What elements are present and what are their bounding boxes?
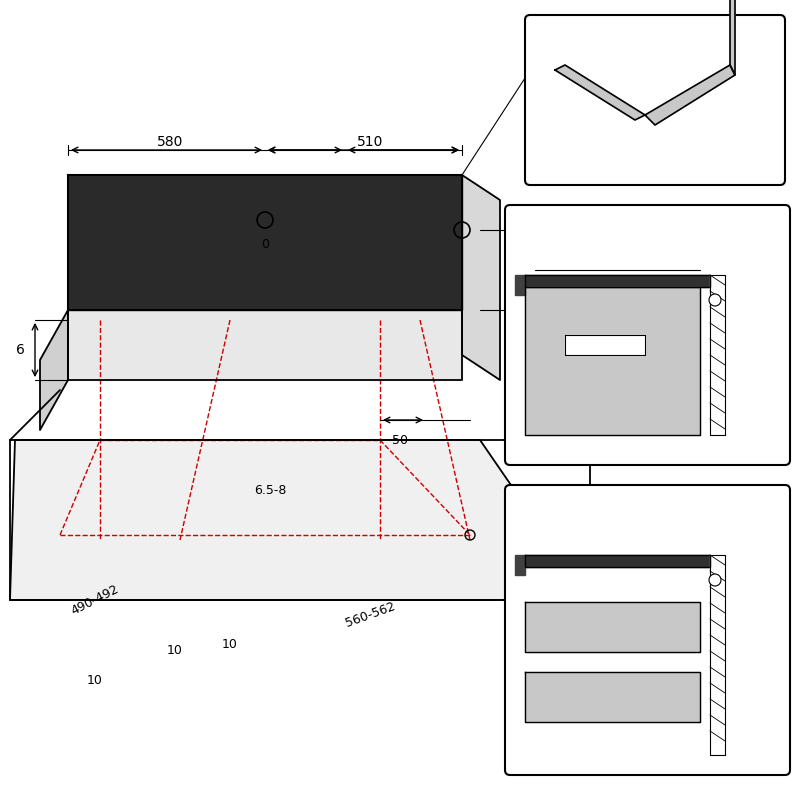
Text: 50: 50 (392, 434, 408, 446)
Polygon shape (730, 0, 735, 75)
Polygon shape (525, 672, 700, 722)
Polygon shape (462, 175, 500, 380)
Text: 490-492: 490-492 (69, 582, 121, 618)
FancyBboxPatch shape (505, 485, 790, 775)
Polygon shape (525, 602, 700, 652)
Text: 10: 10 (167, 643, 183, 657)
Polygon shape (68, 175, 462, 310)
Polygon shape (710, 555, 725, 755)
Polygon shape (525, 275, 710, 287)
Text: 0: 0 (731, 425, 738, 435)
Text: 0: 0 (717, 545, 723, 555)
Text: 100: 100 (518, 554, 542, 566)
Text: 560-562: 560-562 (343, 600, 397, 630)
Polygon shape (525, 555, 710, 567)
Polygon shape (525, 287, 700, 435)
Text: 510: 510 (357, 135, 383, 149)
Text: 10: 10 (87, 674, 103, 686)
Polygon shape (555, 65, 645, 120)
Text: 0: 0 (717, 265, 723, 275)
Polygon shape (710, 275, 725, 435)
Text: 42: 42 (516, 263, 534, 277)
Polygon shape (515, 555, 525, 575)
Polygon shape (645, 65, 735, 125)
FancyBboxPatch shape (525, 15, 785, 185)
Text: 6.5-8: 6.5-8 (254, 483, 286, 497)
Polygon shape (40, 310, 68, 430)
FancyBboxPatch shape (505, 205, 790, 465)
Text: 20: 20 (647, 655, 663, 669)
Text: min 20: min 20 (581, 498, 629, 511)
Text: 10: 10 (222, 638, 238, 651)
Text: 0: 0 (731, 745, 738, 755)
Circle shape (709, 574, 721, 586)
Polygon shape (68, 310, 462, 380)
Text: 0: 0 (717, 652, 723, 662)
Polygon shape (10, 440, 590, 600)
Polygon shape (565, 335, 645, 355)
Text: 580: 580 (157, 135, 183, 149)
Polygon shape (515, 275, 525, 295)
Text: min 20: min 20 (581, 218, 629, 231)
Text: 0: 0 (261, 238, 269, 251)
Circle shape (709, 294, 721, 306)
Text: 6: 6 (15, 343, 25, 357)
